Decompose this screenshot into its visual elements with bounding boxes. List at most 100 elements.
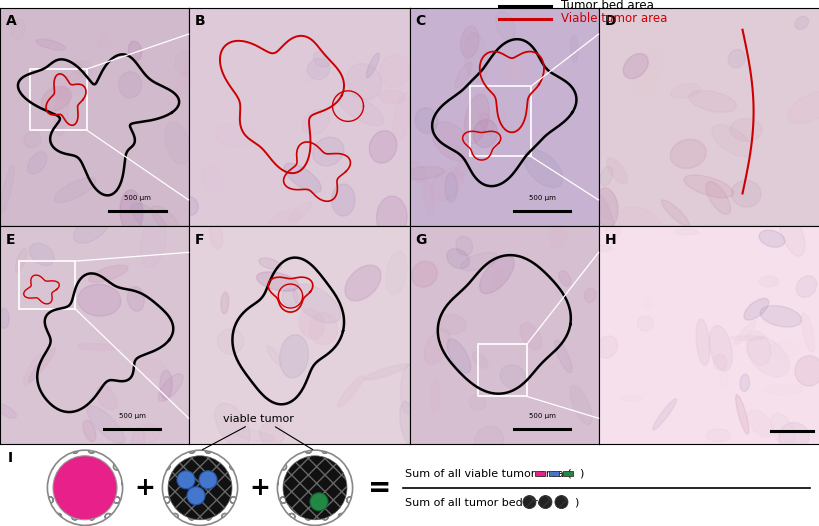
Text: =: = [368, 474, 391, 502]
Text: +: + [249, 476, 270, 500]
Text: B: B [195, 14, 206, 28]
Ellipse shape [794, 16, 808, 29]
Ellipse shape [143, 423, 159, 442]
Ellipse shape [409, 161, 426, 183]
Ellipse shape [459, 252, 497, 271]
Ellipse shape [283, 163, 321, 193]
Text: ): ) [574, 497, 578, 507]
Ellipse shape [468, 394, 485, 410]
Ellipse shape [554, 495, 568, 509]
Ellipse shape [174, 64, 190, 98]
Ellipse shape [177, 471, 195, 489]
Ellipse shape [267, 346, 281, 366]
Text: F: F [195, 232, 205, 247]
Ellipse shape [652, 399, 676, 430]
Ellipse shape [743, 298, 767, 320]
Ellipse shape [28, 151, 47, 174]
Ellipse shape [473, 119, 497, 147]
Ellipse shape [758, 230, 784, 247]
Ellipse shape [309, 312, 337, 345]
Ellipse shape [437, 315, 465, 334]
Ellipse shape [708, 326, 731, 371]
Ellipse shape [727, 49, 744, 68]
Ellipse shape [77, 343, 117, 351]
Ellipse shape [464, 33, 487, 82]
Ellipse shape [313, 51, 330, 67]
Text: I: I [8, 451, 13, 464]
Text: ): ) [579, 469, 583, 479]
Ellipse shape [432, 122, 472, 161]
Ellipse shape [28, 348, 56, 382]
Text: 500 μm: 500 μm [528, 413, 554, 419]
Ellipse shape [199, 471, 217, 489]
Ellipse shape [636, 316, 653, 331]
Ellipse shape [131, 427, 144, 456]
Ellipse shape [97, 386, 117, 410]
Ellipse shape [622, 54, 648, 79]
Ellipse shape [503, 62, 523, 82]
Text: D: D [604, 14, 616, 28]
Ellipse shape [446, 339, 470, 373]
Ellipse shape [519, 323, 541, 350]
Ellipse shape [152, 206, 179, 235]
Ellipse shape [259, 422, 284, 446]
Ellipse shape [179, 196, 198, 216]
Ellipse shape [411, 261, 437, 287]
Ellipse shape [455, 62, 471, 88]
Ellipse shape [299, 309, 324, 339]
Ellipse shape [131, 203, 168, 236]
Ellipse shape [523, 149, 562, 188]
Text: +: + [134, 476, 156, 500]
Ellipse shape [794, 356, 819, 386]
Ellipse shape [474, 426, 503, 456]
Ellipse shape [606, 158, 627, 184]
Ellipse shape [730, 336, 763, 340]
Ellipse shape [500, 365, 526, 389]
Ellipse shape [549, 226, 566, 248]
Ellipse shape [54, 86, 69, 136]
Bar [470, 86, 530, 156]
Ellipse shape [217, 329, 243, 355]
Ellipse shape [705, 181, 730, 215]
Ellipse shape [445, 173, 457, 203]
Ellipse shape [618, 207, 663, 244]
Ellipse shape [158, 373, 183, 401]
Ellipse shape [430, 378, 439, 413]
Ellipse shape [713, 354, 726, 370]
Ellipse shape [282, 289, 298, 306]
Ellipse shape [430, 168, 463, 200]
Ellipse shape [162, 450, 238, 525]
Ellipse shape [54, 178, 96, 203]
Ellipse shape [735, 394, 748, 434]
Ellipse shape [378, 90, 405, 104]
Ellipse shape [120, 190, 143, 234]
Ellipse shape [669, 139, 705, 168]
Bar [549, 471, 559, 476]
Ellipse shape [366, 53, 379, 78]
Ellipse shape [187, 487, 205, 505]
Ellipse shape [279, 335, 308, 378]
Ellipse shape [216, 123, 256, 147]
Text: Viable tumor area: Viable tumor area [560, 13, 667, 25]
Bar [535, 471, 545, 476]
Ellipse shape [491, 267, 503, 298]
Ellipse shape [688, 90, 735, 112]
Ellipse shape [36, 39, 66, 50]
Ellipse shape [559, 271, 570, 286]
Ellipse shape [54, 60, 93, 99]
Ellipse shape [452, 160, 468, 180]
Ellipse shape [369, 130, 396, 163]
Ellipse shape [83, 420, 96, 442]
Ellipse shape [759, 306, 800, 327]
Ellipse shape [472, 352, 487, 368]
Ellipse shape [160, 370, 172, 399]
Text: G: G [415, 232, 427, 247]
Ellipse shape [392, 93, 411, 141]
Ellipse shape [730, 118, 761, 141]
Ellipse shape [596, 336, 617, 358]
Ellipse shape [0, 308, 9, 328]
Ellipse shape [800, 312, 813, 352]
Ellipse shape [711, 125, 752, 157]
Ellipse shape [787, 90, 819, 123]
Ellipse shape [491, 107, 505, 126]
